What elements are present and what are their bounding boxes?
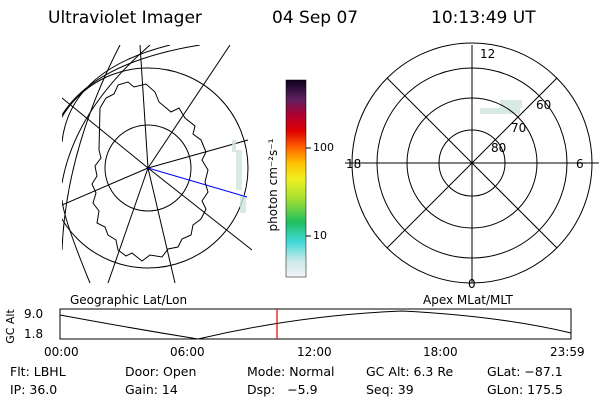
footer-dsp: Dsp: −5.9 <box>247 382 318 397</box>
altitude-curve <box>59 310 572 340</box>
footer-seq: Seq: 39 <box>366 382 414 397</box>
magnetic-meridian-line <box>147 167 248 198</box>
timeline-ytick-max: 9.0 <box>24 307 44 321</box>
coastline <box>91 81 209 262</box>
footer-gc-alt: GC Alt: 6.3 Re <box>366 364 454 379</box>
left-panel-caption: Geographic Lat/Lon <box>70 293 188 307</box>
lat-label-80: 80 <box>491 141 507 155</box>
time-label: 10:13:49 UT <box>431 8 536 28</box>
timeline-axis-label: GC Alt <box>3 309 17 344</box>
footer-gain: Gain: 14 <box>125 382 178 397</box>
footer-glat: GLat: −87.1 <box>487 364 563 379</box>
timeline-xtick-2359: 23:59 <box>550 345 585 359</box>
colorbar-tick-10: 10 <box>313 229 327 242</box>
date-label: 04 Sep 07 <box>272 8 359 28</box>
footer-glon: GLon: 175.5 <box>487 382 563 397</box>
footer-mode: Mode: Normal <box>247 364 335 379</box>
timeline-xtick-1200: 12:00 <box>297 345 332 359</box>
mlt-label-right: 6 <box>576 157 584 171</box>
mlt-label-left: 18 <box>346 157 362 171</box>
right-panel-caption: Apex MLat/MLT <box>423 293 513 307</box>
latitude-circle <box>104 124 192 212</box>
timeline-xtick-0000: 00:00 <box>44 345 79 359</box>
footer-ip: IP: 36.0 <box>10 382 58 397</box>
colorbar-gradient <box>285 79 307 278</box>
colorbar-tick-100: 100 <box>313 141 334 154</box>
timeline-xtick-1800: 18:00 <box>423 345 458 359</box>
timeline-frame <box>59 308 572 340</box>
instrument-title: Ultraviolet Imager <box>48 8 202 28</box>
footer-filter: Flt: LBHL <box>10 364 66 379</box>
earth-limb <box>62 67 249 269</box>
lat-label-70: 70 <box>511 121 527 135</box>
footer-door: Door: Open <box>125 364 197 379</box>
timeline-xtick-0600: 06:00 <box>170 345 205 359</box>
mlt-label-top: 12 <box>480 47 496 61</box>
timeline-ytick-min: 1.8 <box>24 327 44 341</box>
mlt-label-bottom: 0 <box>468 277 476 291</box>
lat-label-60: 60 <box>536 98 552 112</box>
